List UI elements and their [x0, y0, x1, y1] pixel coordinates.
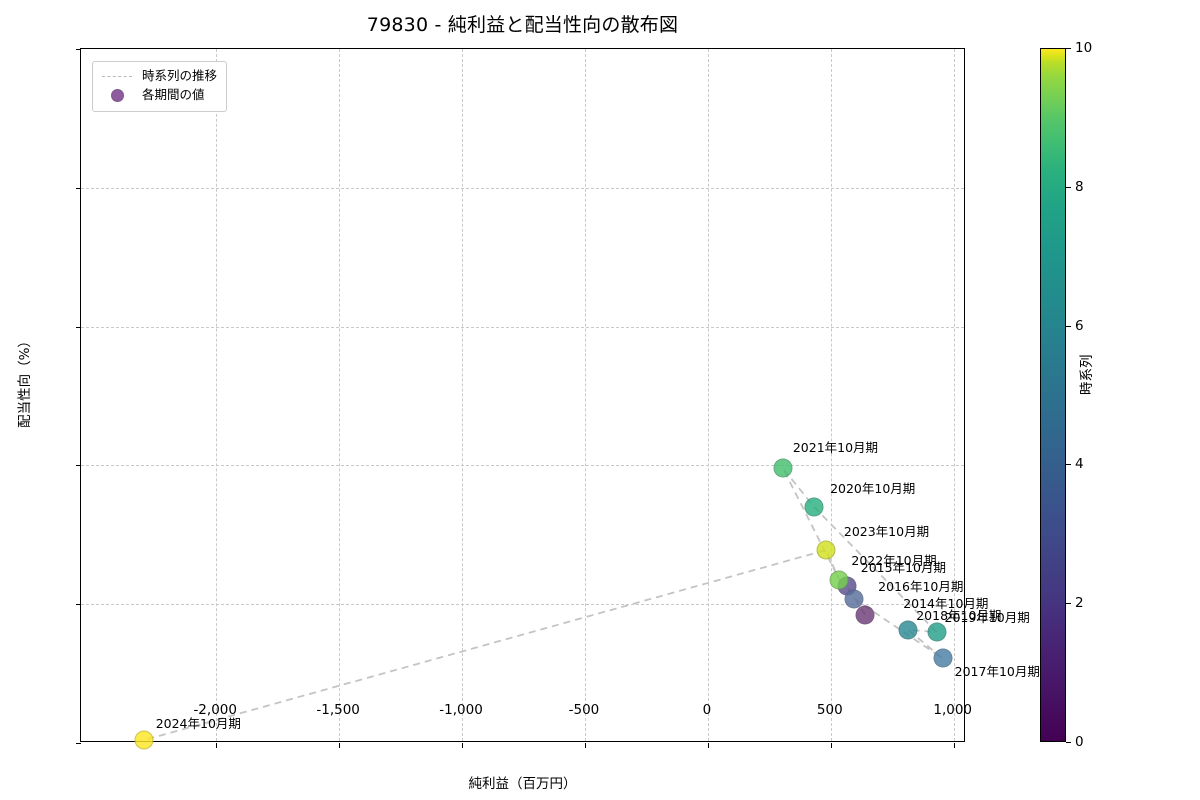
legend-label-trend: 時系列の推移	[142, 68, 218, 84]
colorbar: 0 2 4 6 8 10	[1040, 40, 1092, 750]
y-tick-mark	[76, 465, 81, 467]
colorbar-tick-mark	[1066, 325, 1071, 327]
gridline-vertical	[953, 49, 955, 741]
colorbar-tick-mark	[1066, 742, 1071, 743]
y-tick-mark	[76, 187, 81, 189]
gridline-horizontal	[81, 326, 964, 328]
data-point[interactable]	[804, 497, 824, 517]
grid-layer	[76, 49, 964, 748]
gridline-vertical	[462, 49, 464, 741]
x-tick-label: 0	[702, 702, 712, 718]
gridline-vertical	[339, 49, 341, 741]
x-tick-label: 1,000	[933, 702, 973, 718]
gridline-horizontal	[81, 187, 964, 189]
colorbar-tick-mark	[1066, 186, 1071, 188]
x-tick-label: -500	[568, 702, 600, 718]
data-points-layer	[81, 49, 964, 750]
x-tick-mark	[830, 743, 832, 748]
data-point[interactable]	[773, 458, 793, 478]
x-tick-mark	[584, 743, 586, 748]
colorbar-tick-label: 2	[1075, 595, 1084, 612]
legend-item-values: 各期間の値	[100, 86, 217, 105]
x-tick-mark	[953, 743, 955, 748]
data-point-label: 2017年10月期	[954, 664, 1040, 680]
marker-dot-icon	[100, 89, 134, 102]
legend-item-trend: 時系列の推移	[100, 67, 217, 86]
y-tick-mark	[76, 326, 81, 328]
x-tick-mark	[339, 743, 341, 748]
chart-title: 79830 - 純利益と配当性向の散布図	[366, 14, 679, 36]
x-tick-mark	[462, 743, 464, 748]
data-point[interactable]	[855, 605, 875, 625]
colorbar-tick-mark	[1066, 48, 1071, 49]
colorbar-gradient	[1040, 48, 1066, 742]
colorbar-tick-label: 0	[1075, 734, 1084, 750]
x-axis-label: 純利益（百万円）	[468, 776, 577, 792]
gridline-horizontal	[81, 604, 964, 606]
x-tick-label: -1,500	[316, 702, 360, 718]
legend-label-values: 各期間の値	[142, 87, 205, 103]
gridline-horizontal	[81, 465, 964, 467]
data-point[interactable]	[844, 589, 864, 609]
colorbar-tick-label: 8	[1075, 178, 1084, 195]
data-point[interactable]	[816, 540, 836, 560]
colorbar-tick-label: 4	[1075, 456, 1084, 473]
data-point[interactable]	[829, 570, 849, 590]
colorbar-tick-mark	[1066, 603, 1071, 605]
x-tick-label: -1,000	[439, 702, 483, 718]
gridline-vertical	[584, 49, 586, 741]
x-tick-label: -2,000	[193, 702, 237, 718]
x-tick-label: 500	[816, 702, 843, 718]
y-axis-label: 配当性向（%）	[17, 334, 33, 428]
y-tick-mark	[76, 604, 81, 606]
colorbar-tick-label: 10	[1075, 40, 1093, 56]
data-point[interactable]	[134, 730, 154, 750]
plot-area: 2014年10月期 2015年10月期 2016年10月期 2017年10月期 2018…	[76, 48, 1040, 750]
data-point[interactable]	[933, 648, 953, 668]
gridline-vertical	[707, 49, 709, 741]
gridline-vertical	[830, 49, 832, 741]
colorbar-tick-label: 6	[1075, 317, 1084, 334]
y-tick-mark	[76, 743, 81, 744]
x-tick-mark	[707, 743, 709, 748]
data-point[interactable]	[898, 620, 918, 640]
y-tick-mark	[76, 49, 81, 50]
chart-legend: 時系列の推移 各期間の値	[92, 61, 228, 112]
colorbar-label: 時系列	[1079, 354, 1095, 396]
gridline-vertical	[216, 49, 218, 741]
colorbar-tick-mark	[1066, 464, 1071, 466]
dashed-line-icon	[100, 76, 134, 77]
data-point[interactable]	[927, 622, 946, 642]
x-tick-mark	[216, 743, 218, 748]
